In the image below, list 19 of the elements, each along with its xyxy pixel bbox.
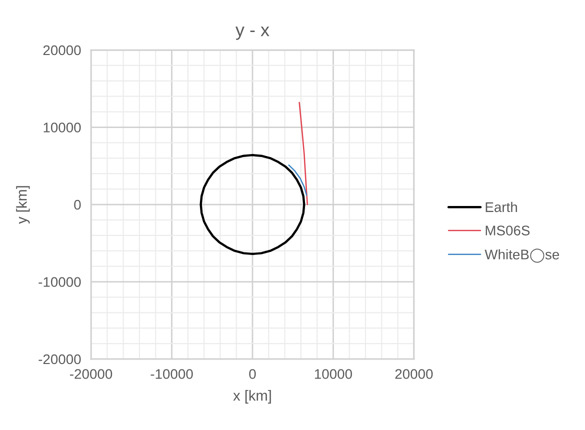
legend-label: WhiteB◯se — [484, 248, 560, 263]
y-tick-label: 10000 — [44, 122, 81, 132]
x-tick-label: 20000 — [395, 369, 433, 379]
y-axis-title: y [km] — [16, 186, 30, 224]
y-tick-label: -20000 — [38, 354, 81, 364]
x-axis-title: x [km] — [233, 390, 271, 404]
line-series — [200, 154, 306, 256]
line-series — [298, 102, 308, 206]
legend-label: MS06S — [486, 226, 530, 236]
line-series — [288, 164, 308, 196]
x-tick-label: 0 — [249, 369, 256, 379]
x-tick-label: -10000 — [150, 369, 193, 379]
x-tick-label: 10000 — [314, 369, 352, 379]
y-tick-label: -10000 — [38, 277, 81, 287]
y-tick-label: 20000 — [43, 45, 81, 56]
y-tick-label: 0 — [74, 200, 81, 210]
legend-label: Earth — [486, 202, 517, 212]
chart-title: y - x — [235, 26, 270, 40]
x-tick-label: -20000 — [70, 369, 112, 379]
